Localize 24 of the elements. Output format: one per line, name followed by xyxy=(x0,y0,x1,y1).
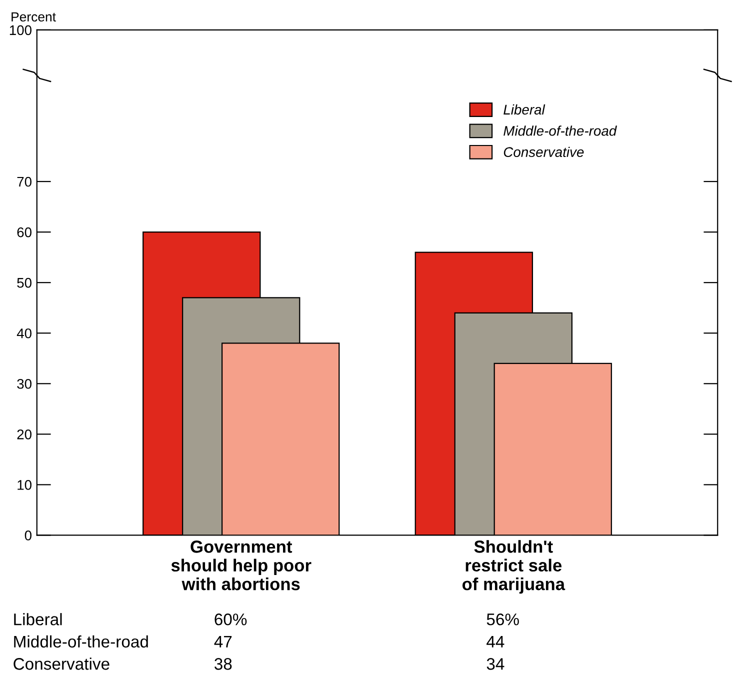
data-label: 38 xyxy=(214,658,232,670)
legend-label: Middle-of-the-road xyxy=(504,126,617,136)
y-tick-label: 70 xyxy=(17,176,32,187)
y-tick-label: 0 xyxy=(24,530,32,540)
legend-label: Liberal xyxy=(504,104,546,115)
data-label: 47 xyxy=(214,636,232,648)
y-tick-label: 60 xyxy=(17,227,32,238)
data-label: 34 xyxy=(486,658,504,670)
legend-label: Conservative xyxy=(504,146,584,158)
y-tick-label: 50 xyxy=(17,278,32,288)
data-label: 56% xyxy=(486,614,519,626)
x-tick-label: Government should help poor with abortions xyxy=(171,540,312,590)
y-tick-label: 30 xyxy=(17,378,32,389)
text: Liberal xyxy=(14,613,62,626)
text: Middle-of-the-road xyxy=(14,635,148,648)
y-axis-title: Percent xyxy=(12,12,56,22)
text: Conservative xyxy=(14,658,110,670)
y-tick-label: 20 xyxy=(17,430,32,440)
y-tick-label: 10 xyxy=(18,480,32,490)
data-label: 60% xyxy=(214,614,247,626)
y-tick-label: 40 xyxy=(16,328,32,338)
x-tick-label: Shouldn't restrict sale of marijuana xyxy=(462,540,566,594)
data-label: 44 xyxy=(486,636,504,648)
y-tick-label: 100 xyxy=(10,25,32,36)
